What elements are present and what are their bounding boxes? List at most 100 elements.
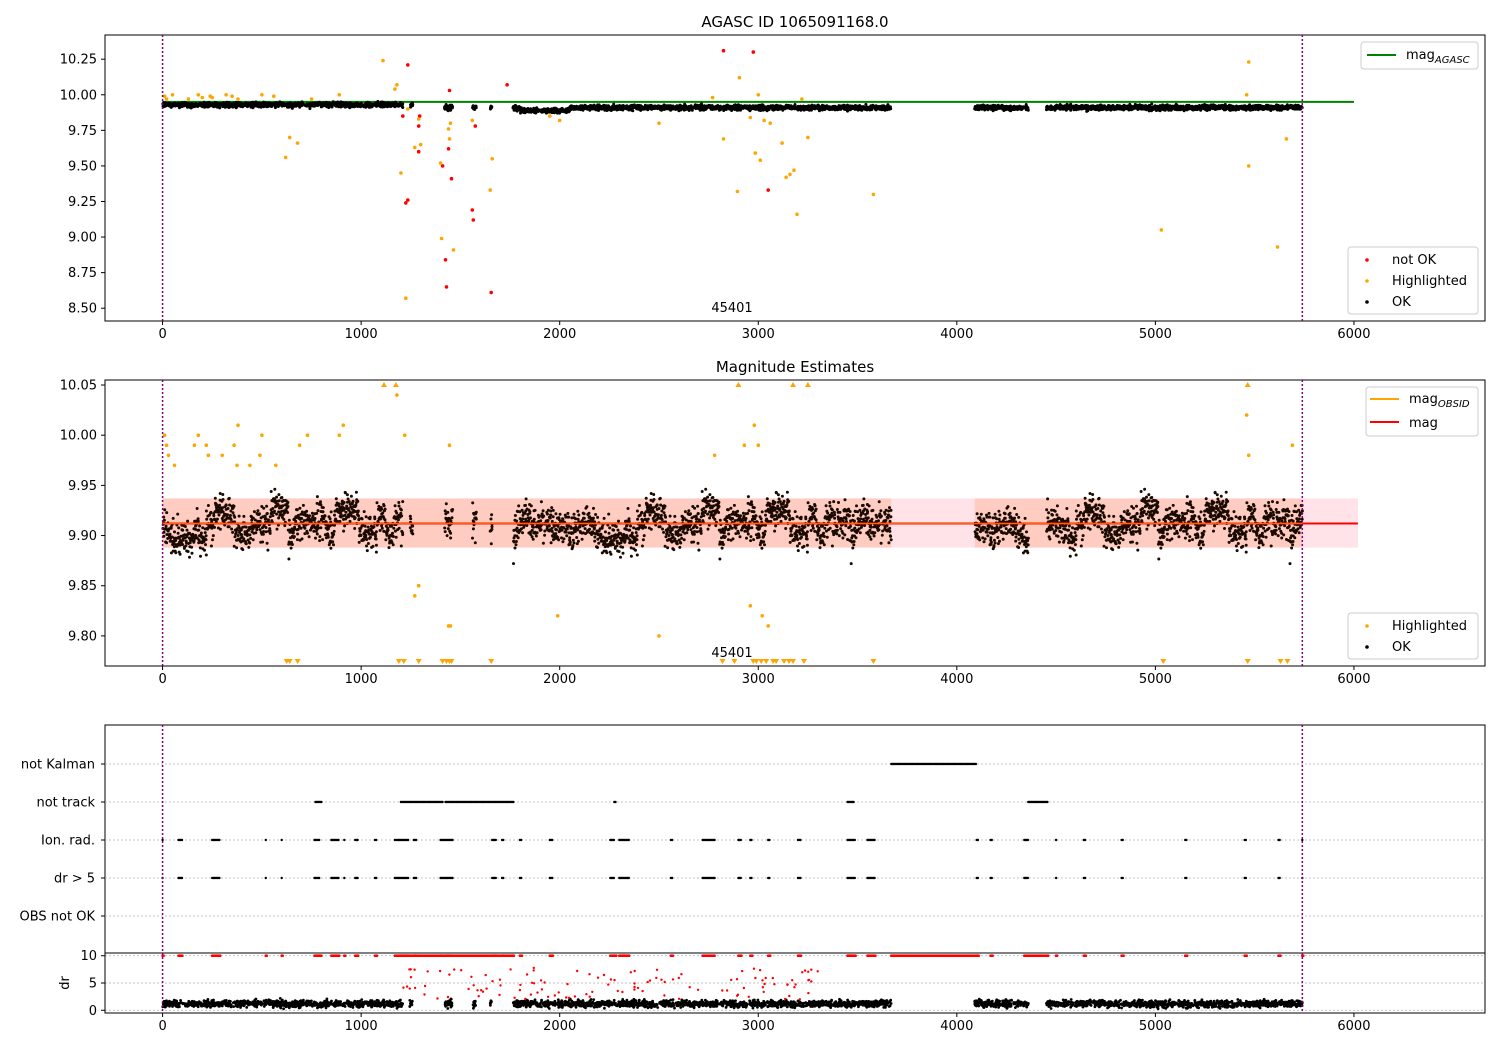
ok-point: [263, 101, 267, 105]
ok-point: [195, 103, 199, 107]
highlighted-point: [260, 93, 264, 97]
y-tick-label: 9.00: [68, 231, 97, 246]
highlighted-point: [224, 93, 228, 97]
ok-point: [206, 504, 210, 507]
ok-point: [228, 513, 232, 517]
ok-point: [358, 102, 362, 106]
ok-point: [233, 515, 237, 519]
ok-point: [512, 108, 516, 112]
highlighted-point: [737, 75, 742, 80]
ok-point: [391, 102, 395, 106]
legend-mag-agasc: magAGASC: [1360, 41, 1479, 70]
ok-point: [653, 104, 657, 108]
highlighted-point: [446, 127, 451, 131]
ok-point: [1075, 106, 1079, 110]
ok-point: [1193, 107, 1197, 111]
ok-point: [273, 509, 276, 513]
ok-point: [211, 534, 215, 538]
ok-point: [1106, 105, 1110, 108]
ok-point: [233, 535, 237, 539]
ok-point: [233, 103, 236, 107]
ok-point: [253, 102, 257, 106]
ok-point: [349, 101, 353, 105]
ok-point: [278, 101, 282, 105]
highlighted-point: [448, 121, 453, 125]
ok-point: [277, 516, 281, 520]
ok-point: [1163, 107, 1167, 111]
ok-point: [226, 513, 229, 517]
highlighted-point: [236, 97, 240, 101]
highlighted-point: [196, 93, 201, 97]
ok-point: [171, 104, 174, 108]
ok-point: [472, 105, 476, 109]
ok-point: [813, 105, 817, 109]
highlighted-point: [170, 93, 175, 97]
ok-point: [1240, 107, 1244, 111]
ok-point: [1015, 108, 1019, 112]
y-tick-label: 9.25: [68, 195, 97, 210]
highlighted-point: [287, 135, 292, 140]
ok-point: [754, 104, 758, 108]
ok-point: [307, 535, 311, 539]
ok-point: [209, 510, 213, 514]
ok-point: [249, 102, 253, 106]
ok-point: [1255, 104, 1259, 107]
ok-point: [280, 496, 284, 499]
ok-point: [211, 538, 214, 542]
ok-point: [180, 101, 184, 105]
ok-point: [793, 103, 797, 106]
ok-point: [356, 103, 360, 107]
y-tick-label: 8.75: [68, 266, 97, 281]
ok-point: [738, 106, 742, 110]
ok-point: [286, 101, 290, 105]
ok-point: [322, 102, 326, 106]
ok-point: [615, 105, 619, 109]
ok-point: [747, 104, 750, 108]
ok-point: [552, 111, 556, 114]
ok-point: [1083, 104, 1087, 108]
ok-point: [802, 107, 806, 111]
ok-point: [628, 105, 632, 109]
ok-point: [203, 531, 207, 535]
highlighted-point: [399, 171, 403, 175]
ok-point: [878, 106, 882, 110]
ok-point: [1242, 104, 1246, 108]
ok-point: [186, 519, 190, 523]
highlighted-point: [488, 188, 493, 192]
ok-point: [343, 103, 347, 107]
ok-point: [299, 104, 302, 108]
ok-point: [1205, 109, 1209, 112]
ok-point: [544, 109, 548, 113]
ok-point: [979, 107, 983, 111]
highlighted-point: [186, 97, 191, 101]
ok-point: [363, 103, 367, 107]
highlighted-point: [381, 58, 385, 63]
axes-frame: [104, 34, 1486, 322]
ok-point: [1253, 106, 1257, 110]
ok-point: [196, 519, 200, 523]
ok-point: [861, 105, 865, 109]
ok-point: [213, 496, 217, 500]
ok-point: [685, 106, 689, 110]
ok-point: [805, 108, 809, 111]
ok-point: [1138, 106, 1142, 110]
ok-point: [308, 107, 312, 111]
ok-point: [264, 530, 268, 534]
highlighted-point: [753, 151, 758, 155]
ok-point: [1090, 107, 1094, 110]
ok-point: [325, 104, 328, 108]
ok-point: [205, 517, 209, 521]
not-ok-point: [489, 290, 494, 295]
ok-point: [1124, 105, 1128, 109]
ok-point: [292, 104, 296, 108]
ok-point: [168, 532, 172, 536]
ok-point: [255, 528, 259, 532]
ok-point: [398, 104, 402, 108]
ok-point: [240, 103, 244, 107]
ok-point: [540, 109, 544, 113]
ok-point: [304, 104, 308, 108]
ok-point: [188, 555, 191, 559]
ok-point: [248, 541, 252, 545]
highlighted-point: [283, 155, 288, 160]
ok-point: [300, 510, 304, 514]
